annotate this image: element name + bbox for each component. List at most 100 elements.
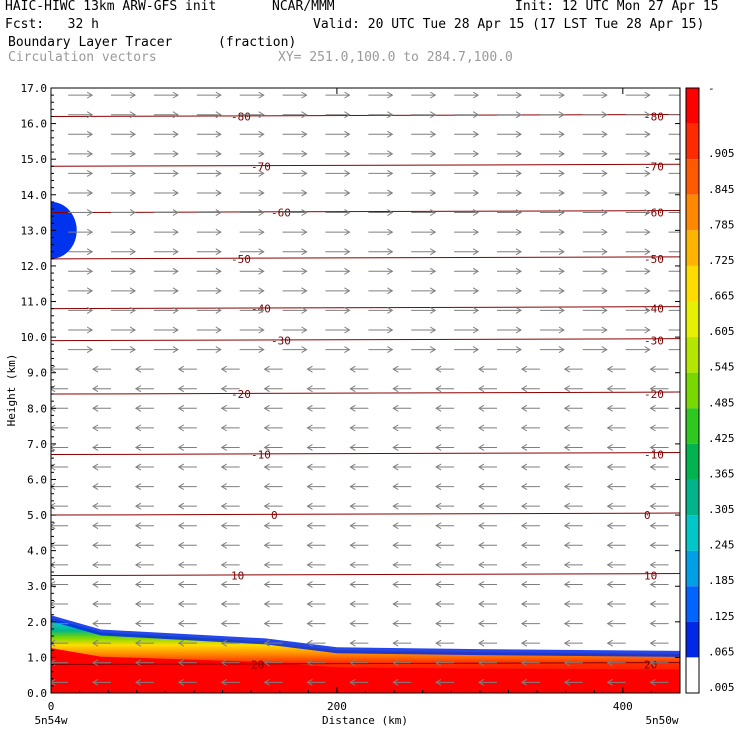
wind-vector-head [435,404,442,412]
y-tick-label: 17.0 [21,82,48,95]
wind-vector-head [177,561,185,569]
wind-vector-head [435,659,442,667]
wind-vector-head [472,189,480,197]
wind-vector-head [520,541,528,549]
wind-vector-head [306,404,313,412]
wind-vector-head [435,444,442,451]
wind-vector-head [601,91,608,99]
colorbar-label: .785 [708,218,735,231]
wind-vector-head [220,639,227,647]
colorbar-label: .365 [708,467,735,480]
wind-vector-head [472,267,480,275]
model-title: HAIC-HIWC 13km ARW-GFS init [5,0,217,14]
wind-vector-head [558,346,565,354]
wind-vector-head [478,678,485,686]
wind-vector-head [435,424,442,432]
wind-vector-head [258,150,265,158]
wind-vector-head [520,581,528,588]
wind-vector-head [392,483,399,491]
wind-vector-head [563,502,571,510]
wind-vector-head [649,639,656,647]
colorbar-label: .425 [708,432,735,445]
wind-vector-head [392,365,399,373]
wind-vector-head [86,267,94,275]
wind-vector-head [51,365,56,373]
wind-vector-head [220,659,227,667]
wind-vector-head [392,600,399,608]
wind-vector-head [129,248,137,256]
colorbar-frame [685,87,700,694]
wind-vector-head [472,209,480,216]
wind-vector-head [301,287,308,295]
wind-vector-head [644,228,651,236]
wind-vector-head [172,248,179,256]
wind-vector-head [177,659,185,667]
wind-vector-head [392,541,399,549]
wind-vector-head [563,678,571,686]
wind-vector-head [349,483,356,491]
wind-vector-head [220,385,227,393]
wind-vector-head [644,189,651,197]
wind-vector-head [387,228,394,236]
wind-vector-head [429,287,437,295]
wind-vector-head [172,169,179,177]
wind-vector-head [258,248,265,256]
wind-vector-head [515,150,522,158]
wind-vector-head [306,463,313,471]
wind-vector-head [172,91,179,99]
wind-vector-head [86,150,94,158]
colorbar-swatch [686,265,699,302]
wind-vector-head [601,189,608,197]
wind-vector-head [349,444,356,451]
wind-vector-head [472,111,480,119]
wind-vector-head [601,150,608,158]
wind-vector-head [215,267,222,275]
wind-vector-head [429,130,437,138]
wind-vector-head [177,639,185,647]
wind-vector-head [606,385,613,393]
wind-vector-head [478,541,485,549]
wind-vector-head [306,561,313,569]
colorbar-swatch [686,515,699,551]
wind-vector-head [172,287,179,295]
wind-vector-head [129,150,137,158]
wind-vector-head [520,365,528,373]
wind-vector-head [429,248,437,256]
wind-vector-head [306,424,313,432]
y-tick-label: 10.0 [21,331,48,344]
wind-vector-head [306,522,313,530]
y-tick-label: 14.0 [21,189,48,202]
wind-vector-head [92,483,99,491]
colorbar-label: .125 [708,610,735,623]
temperature-contour [51,512,680,516]
wind-vector-head [649,483,656,491]
wind-vector-head [472,150,480,158]
wind-vector-head [558,267,565,275]
wind-vector-head [387,111,394,119]
wind-vector-head [349,385,356,393]
wind-vector-head [301,267,308,275]
wind-vector-head [134,424,142,432]
wind-vector-head [301,209,308,216]
wind-vector-head [263,600,270,608]
wind-vector-head [349,404,356,412]
wind-vector-head [515,111,522,119]
wind-vector-head [644,130,651,138]
wind-vector-head [558,326,565,334]
wind-vector-head [258,346,265,354]
wind-vector-head [435,678,442,686]
wind-vector-head [92,678,99,686]
wind-vector-head [51,678,56,686]
wind-vector-head [349,541,356,549]
wind-vector-head [606,365,613,373]
y-tick-label: 5.0 [27,509,47,522]
wind-vector-head [263,444,270,451]
overlay-name: Circulation vectors [8,50,157,65]
wind-vector-head [92,541,99,549]
wind-vector-head [478,600,485,608]
wind-vector-head [558,111,565,119]
wind-vector-head [644,91,651,99]
wind-vector-head [606,561,613,569]
wind-vector-head [177,444,185,451]
